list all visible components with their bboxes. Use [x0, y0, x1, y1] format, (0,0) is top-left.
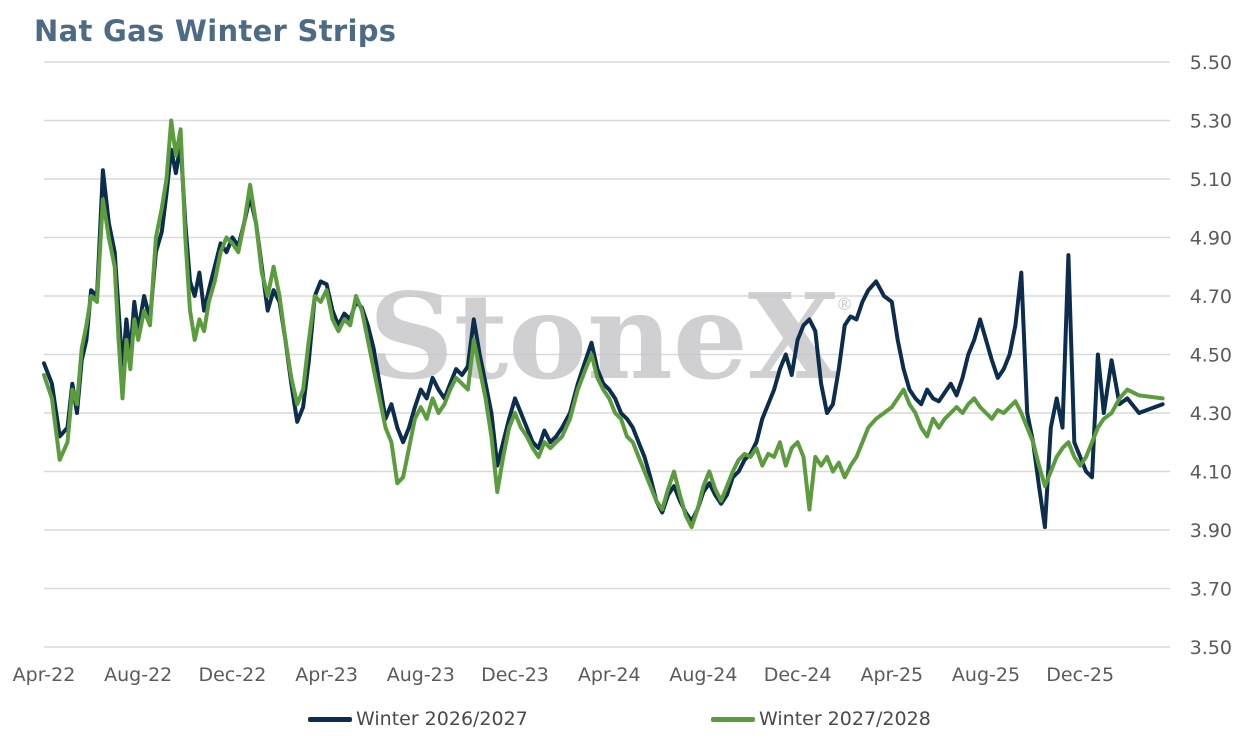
x-tick-label: Dec-25 [1046, 664, 1114, 686]
y-tick-label: 5.50 [1190, 52, 1232, 74]
x-tick-label: Dec-24 [764, 664, 832, 686]
legend-label: Winter 2027/2028 [759, 708, 931, 730]
legend-swatch [711, 716, 755, 722]
x-tick-label: Apr-24 [578, 664, 641, 686]
legend-item-1: Winter 2027/2028 [711, 708, 931, 730]
series-lines [42, 118, 1165, 530]
x-axis-ticks: Apr-22 Aug-22 Dec-22 Apr-23 Aug-23 Dec-23 Apr-… [13, 664, 1114, 686]
y-tick-label: 5.10 [1190, 169, 1232, 191]
y-tick-label: 3.90 [1190, 520, 1232, 542]
chart-title: Nat Gas Winter Strips [34, 14, 397, 48]
y-tick-label: 3.70 [1190, 579, 1232, 601]
x-tick-label: Apr-25 [860, 664, 923, 686]
x-tick-label: Aug-24 [669, 664, 737, 686]
watermark-registered-mark: ® [836, 295, 853, 315]
x-tick-label: Aug-25 [952, 664, 1020, 686]
y-tick-label: 4.70 [1190, 286, 1232, 308]
x-tick-label: Apr-23 [295, 664, 358, 686]
gridlines [44, 61, 1170, 648]
y-tick-label: 4.10 [1190, 462, 1232, 484]
y-tick-label: 4.50 [1190, 345, 1232, 367]
series-line-1 [42, 118, 1165, 530]
x-tick-label: Dec-23 [481, 664, 549, 686]
legend-swatch [308, 716, 352, 722]
legend-item-0: Winter 2026/2027 [308, 708, 528, 730]
y-tick-label: 5.30 [1190, 111, 1232, 133]
watermark: StoneX ® [369, 267, 853, 406]
y-tick-label: 4.30 [1190, 403, 1232, 425]
x-tick-label: Apr-22 [13, 664, 76, 686]
x-tick-label: Aug-23 [387, 664, 455, 686]
legend-label: Winter 2026/2027 [356, 708, 528, 730]
x-tick-label: Aug-22 [104, 664, 172, 686]
y-tick-label: 3.50 [1190, 637, 1232, 659]
y-tick-label: 4.90 [1190, 228, 1232, 250]
x-tick-label: Dec-22 [198, 664, 266, 686]
y-axis-ticks: 5.50 5.30 5.10 4.90 4.70 4.50 4.30 4.10 3.90 3.70… [1190, 52, 1232, 659]
